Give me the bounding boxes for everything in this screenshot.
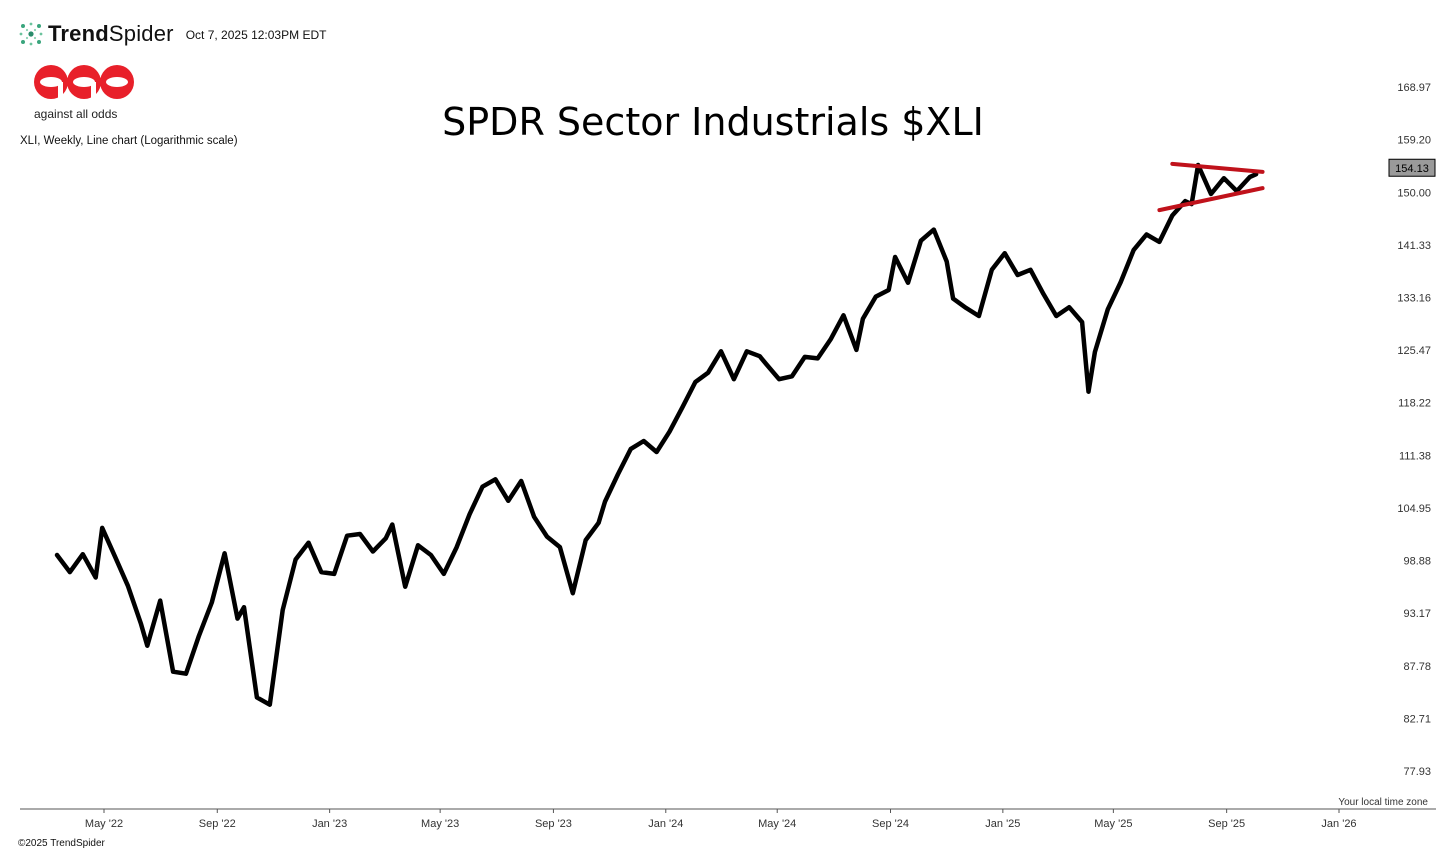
y-tick-label: 125.47 [1397,345,1431,357]
y-tick-label: 118.22 [1398,398,1431,410]
x-tick-label: Sep '23 [535,818,572,830]
y-tick-label: 159.20 [1397,135,1431,147]
x-tick-label: Sep '24 [872,818,909,830]
chart-info: XLI, Weekly, Line chart (Logarithmic sca… [20,135,238,147]
y-axis: 168.97 159.20 150.00 141.33 133.16 125.47 118.… [1397,82,1431,778]
footer-copyright: ©2025 TrendSpider [18,838,105,849]
y-tick-label: 141.33 [1397,240,1431,252]
x-tick-label: Jan '25 [985,818,1020,830]
x-tick-label: Jan '23 [312,818,347,830]
x-tick-label: May '22 [85,818,123,830]
x-tick-label: May '25 [1094,818,1132,830]
y-tick-label: 98.88 [1403,556,1431,568]
x-tick-label: Sep '25 [1208,818,1245,830]
last-price-label: 154.13 [1395,163,1429,175]
aao-watermark: against all odds [34,64,134,121]
x-tick-label: Sep '22 [199,818,236,830]
x-axis: May '22 Sep '22 Jan '23 May '23 Sep '23 Jan '… [20,808,1436,830]
price-line [54,162,1259,707]
series-layer [54,162,1259,707]
x-tick-label: Jan '24 [648,818,683,830]
y-tick-label: 93.17 [1403,608,1431,620]
aao-logo-icon [34,65,134,99]
chart-title: SPDR Sector Industrials $XLI [442,100,984,144]
trendline-layer [1157,161,1265,213]
y-tick-label: 168.97 [1397,82,1431,94]
lower-trendline [1157,186,1265,213]
timestamp: Oct 7, 2025 12:03PM EDT [185,28,327,42]
y-tick-label: 133.16 [1397,293,1431,305]
upper-trendline [1170,161,1265,174]
spider-dots-icon [19,22,43,46]
y-tick-label: 77.93 [1403,766,1431,778]
x-tick-label: Jan '26 [1321,818,1356,830]
y-tick-label: 150.00 [1397,187,1431,199]
brand-spider-text: Spider [108,21,174,46]
y-tick-label: 82.71 [1403,713,1431,725]
brand-trend-text: Trend [48,21,109,46]
y-tick-label: 87.78 [1403,661,1431,673]
last-price-badge [1388,158,1436,177]
y-tick-label: 104.95 [1397,503,1431,515]
timezone-note: Your local time zone [1338,797,1428,808]
y-tick-label: 111.38 [1399,450,1431,462]
aao-tagline: against all odds [34,107,118,121]
x-tick-label: May '23 [421,818,459,830]
x-tick-label: May '24 [758,818,796,830]
header: TrendSpider Oct 7, 2025 12:03PM EDT [18,20,326,48]
trendspider-logo[interactable]: TrendSpider [18,21,174,47]
last-price-layer: 154.13 [1388,158,1436,177]
